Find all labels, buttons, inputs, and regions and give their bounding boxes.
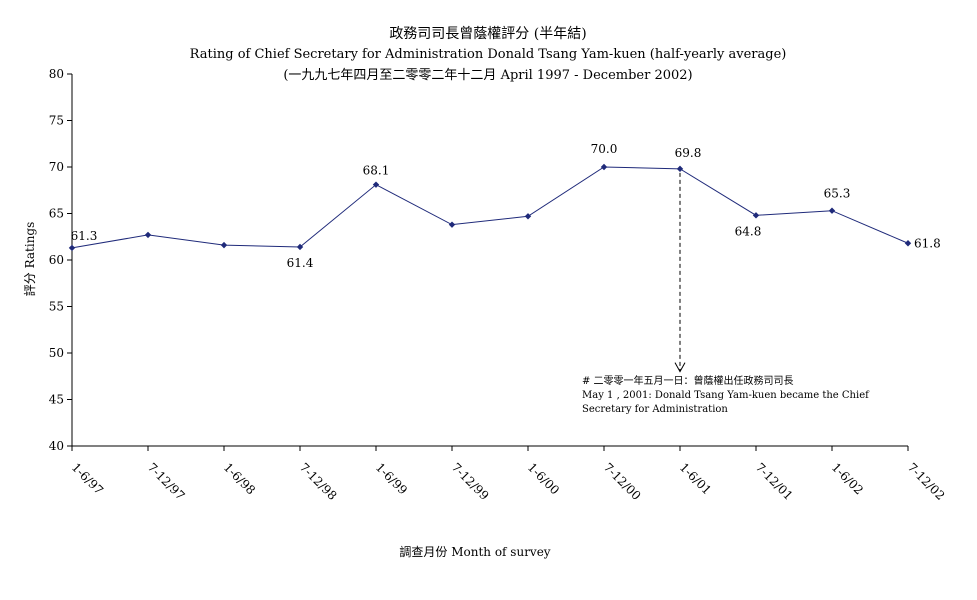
- y-tick-label: 75: [49, 114, 64, 128]
- x-tick-label: 7-12/97: [145, 460, 188, 503]
- y-tick-labels: 40 45 50 55 60 65 70 75 80: [49, 67, 64, 453]
- chart-title: 政務司司長曾蔭權評分 (半年結): [389, 26, 586, 42]
- x-tick-label: 1-6/99: [373, 460, 410, 497]
- chart-subtitle: Rating of Chief Secretary for Administra…: [190, 47, 787, 62]
- x-tick-label: 7-12/01: [753, 460, 796, 503]
- x-tick-label: 1-6/00: [525, 460, 562, 497]
- x-tick-label: 1-6/97: [69, 460, 106, 497]
- annotation-text: # 二零零一年五月一日：曾蔭權出任政務司司長: [582, 374, 794, 387]
- annotation-text: Secretary for Administration: [582, 404, 728, 415]
- data-points: [68, 163, 912, 252]
- y-axis-label: 評分 Ratings: [22, 222, 37, 297]
- x-tick-label: 1-6/02: [829, 460, 866, 497]
- series-line: [71, 166, 909, 249]
- data-label: 69.8: [675, 146, 702, 160]
- axes: [67, 73, 909, 451]
- data-label: 61.3: [71, 229, 98, 243]
- data-label: 61.8: [914, 236, 941, 250]
- data-point: [676, 165, 684, 173]
- x-axis-label: 調查月份 Month of survey: [399, 545, 550, 559]
- data-point: [372, 181, 380, 188]
- data-point: [752, 212, 760, 219]
- y-tick-label: 65: [49, 207, 64, 221]
- annotation-arrow-head: [674, 362, 686, 373]
- x-tick-label: 7-12/02: [905, 460, 948, 503]
- data-point: [68, 244, 76, 252]
- y-tick-label: 55: [49, 300, 64, 314]
- data-point: [828, 207, 836, 214]
- data-point: [448, 221, 456, 228]
- data-point: [904, 240, 912, 247]
- x-tick-label: 1-6/01: [677, 460, 714, 497]
- y-tick-label: 45: [49, 393, 64, 407]
- y-tick-label: 60: [49, 253, 64, 267]
- x-tick-label: 7-12/99: [449, 460, 492, 503]
- rating-series-line: [71, 166, 909, 249]
- data-point: [296, 243, 304, 251]
- y-tick-label: 70: [49, 160, 64, 174]
- data-point: [524, 213, 532, 220]
- data-label: 68.1: [363, 164, 390, 178]
- y-tick-label: 40: [49, 439, 64, 453]
- data-label: 65.3: [824, 187, 851, 201]
- chart-subtitle-period: (一九九七年四月至二零零二年十二月 April 1997 - December …: [283, 68, 692, 83]
- data-point: [220, 241, 228, 249]
- data-labels: 61.3 61.4 68.1 70.0 69.8 64.8 65.3 61.8: [71, 142, 941, 270]
- x-tick-label: 7-12/00: [601, 460, 644, 503]
- x-tick-label: 7-12/98: [297, 460, 340, 503]
- annotation-text: May 1 , 2001: Donald Tsang Yam-kuen beca…: [582, 390, 870, 401]
- x-tick-labels: 1-6/97 7-12/97 1-6/98 7-12/98 1-6/99 7-12/99 1…: [69, 460, 948, 503]
- data-point: [144, 231, 152, 239]
- data-label: 70.0: [591, 142, 618, 156]
- annotation: # 二零零一年五月一日：曾蔭權出任政務司司長 May 1 , 2001: Dona…: [582, 172, 870, 415]
- data-label: 64.8: [735, 224, 762, 238]
- data-point: [600, 163, 608, 171]
- data-label: 61.4: [287, 256, 314, 270]
- x-tick-label: 1-6/98: [221, 460, 258, 497]
- y-tick-label: 50: [49, 346, 64, 360]
- y-tick-label: 80: [49, 67, 64, 81]
